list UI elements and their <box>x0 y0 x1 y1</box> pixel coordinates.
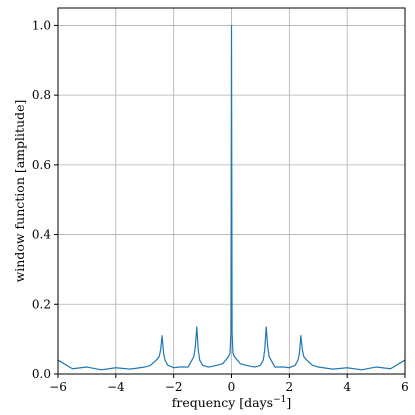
y-axis-label: window function [amplitude] <box>12 100 27 283</box>
y-tick-label: 0.2 <box>32 297 51 311</box>
x-axis: −6 −4 −2 0 2 4 6 <box>49 374 409 394</box>
series-group <box>57 24 406 371</box>
x-tick-label: −6 <box>49 380 67 394</box>
y-tick-label: 0.8 <box>32 88 51 102</box>
x-axis-label-suffix: ] <box>286 395 291 410</box>
x-tick-label: 0 <box>228 380 236 394</box>
y-axis: 0.0 0.2 0.4 0.6 0.8 1.0 <box>32 18 58 381</box>
x-tick-label: −4 <box>107 380 125 394</box>
y-tick-label: 0.0 <box>32 367 51 381</box>
x-tick-label: 6 <box>401 380 409 394</box>
x-axis-label-sup: −1 <box>273 395 286 405</box>
x-tick-label: 4 <box>343 380 351 394</box>
x-axis-label: frequency [days−1] <box>172 395 292 410</box>
y-tick-label: 1.0 <box>32 18 51 32</box>
x-axis-label-main: frequency [days <box>172 395 273 410</box>
series-line <box>57 24 406 371</box>
y-tick-label: 0.4 <box>32 228 51 242</box>
x-tick-label: −2 <box>165 380 183 394</box>
x-tick-label: 2 <box>286 380 294 394</box>
y-tick-label: 0.6 <box>32 158 51 172</box>
